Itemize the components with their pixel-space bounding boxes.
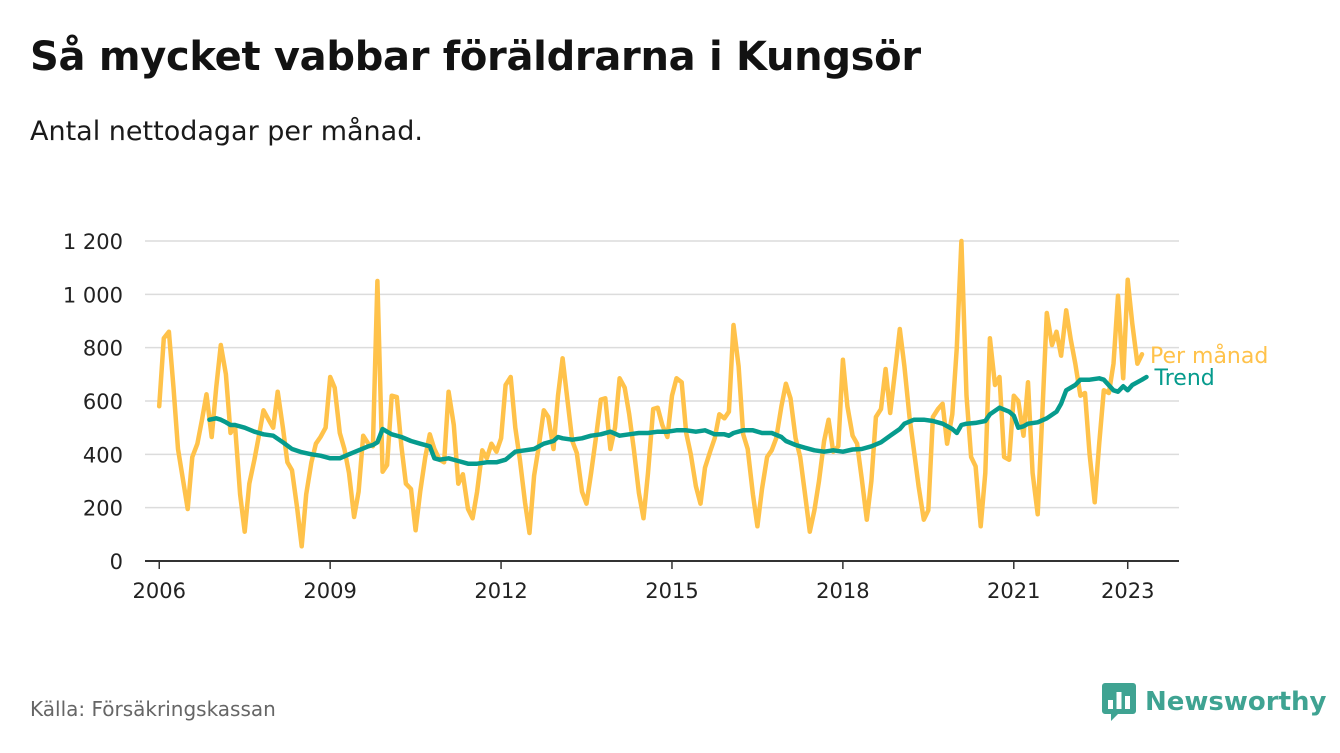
x-tick-label: 2023 <box>1101 579 1154 603</box>
source-note: Källa: Försäkringskassan <box>30 697 276 721</box>
gridlines <box>145 240 1179 509</box>
brand-name: Newsworthy <box>1145 687 1327 717</box>
x-tick-label: 2006 <box>133 579 186 603</box>
x-tick-label: 2012 <box>474 579 527 603</box>
per-manad-line <box>156 238 1145 549</box>
y-tick-label: 1 000 <box>63 283 123 307</box>
x-tick-label: 2009 <box>303 579 356 603</box>
axes: 0 200 400 600 800 1 000 1 200 2006 2009 2012 2015 2… <box>63 230 1179 603</box>
x-tick-label: 2018 <box>816 579 869 603</box>
y-tick-label: 600 <box>83 390 123 414</box>
y-tick-label: 400 <box>83 443 123 467</box>
per-manad-label: Per månad <box>1150 343 1268 369</box>
chart-subtitle: Antal nettodagar per månad. <box>30 116 423 147</box>
trend-label: Trend <box>1154 366 1215 391</box>
x-tick-label: 2021 <box>987 579 1040 603</box>
chart-title: Så mycket vabbar föräldrarna i Kungsör <box>30 34 921 80</box>
logo-bar-2 <box>1116 692 1122 709</box>
trend-line <box>207 374 1149 466</box>
y-tick-label: 200 <box>83 497 123 521</box>
y-tick-label: 800 <box>83 337 123 361</box>
series-lines <box>156 238 1149 549</box>
y-tick-label: 1 200 <box>63 230 123 254</box>
logo-bar-1 <box>1108 700 1113 709</box>
x-tick-label: 2015 <box>645 579 698 603</box>
newsworthy-logo: Newsworthy <box>1102 683 1326 721</box>
newsworthy-logo-icon <box>1102 683 1136 721</box>
logo-bar-3 <box>1125 696 1130 709</box>
y-tick-label: 0 <box>110 550 123 574</box>
